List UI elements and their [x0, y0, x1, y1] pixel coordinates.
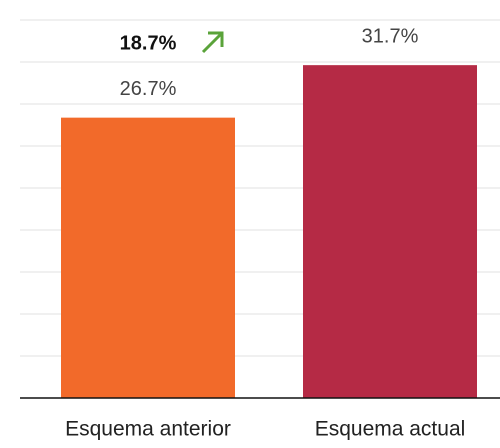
value-label: 31.7% [362, 25, 419, 47]
up-arrow-icon [201, 31, 224, 54]
bar [303, 65, 477, 399]
bar [61, 117, 235, 399]
value-label: 26.7% [120, 78, 177, 100]
annotation: 18.7% [120, 32, 177, 54]
x-tick-label: Esquema actual [315, 418, 466, 441]
x-tick-label: Esquema anterior [65, 418, 231, 441]
